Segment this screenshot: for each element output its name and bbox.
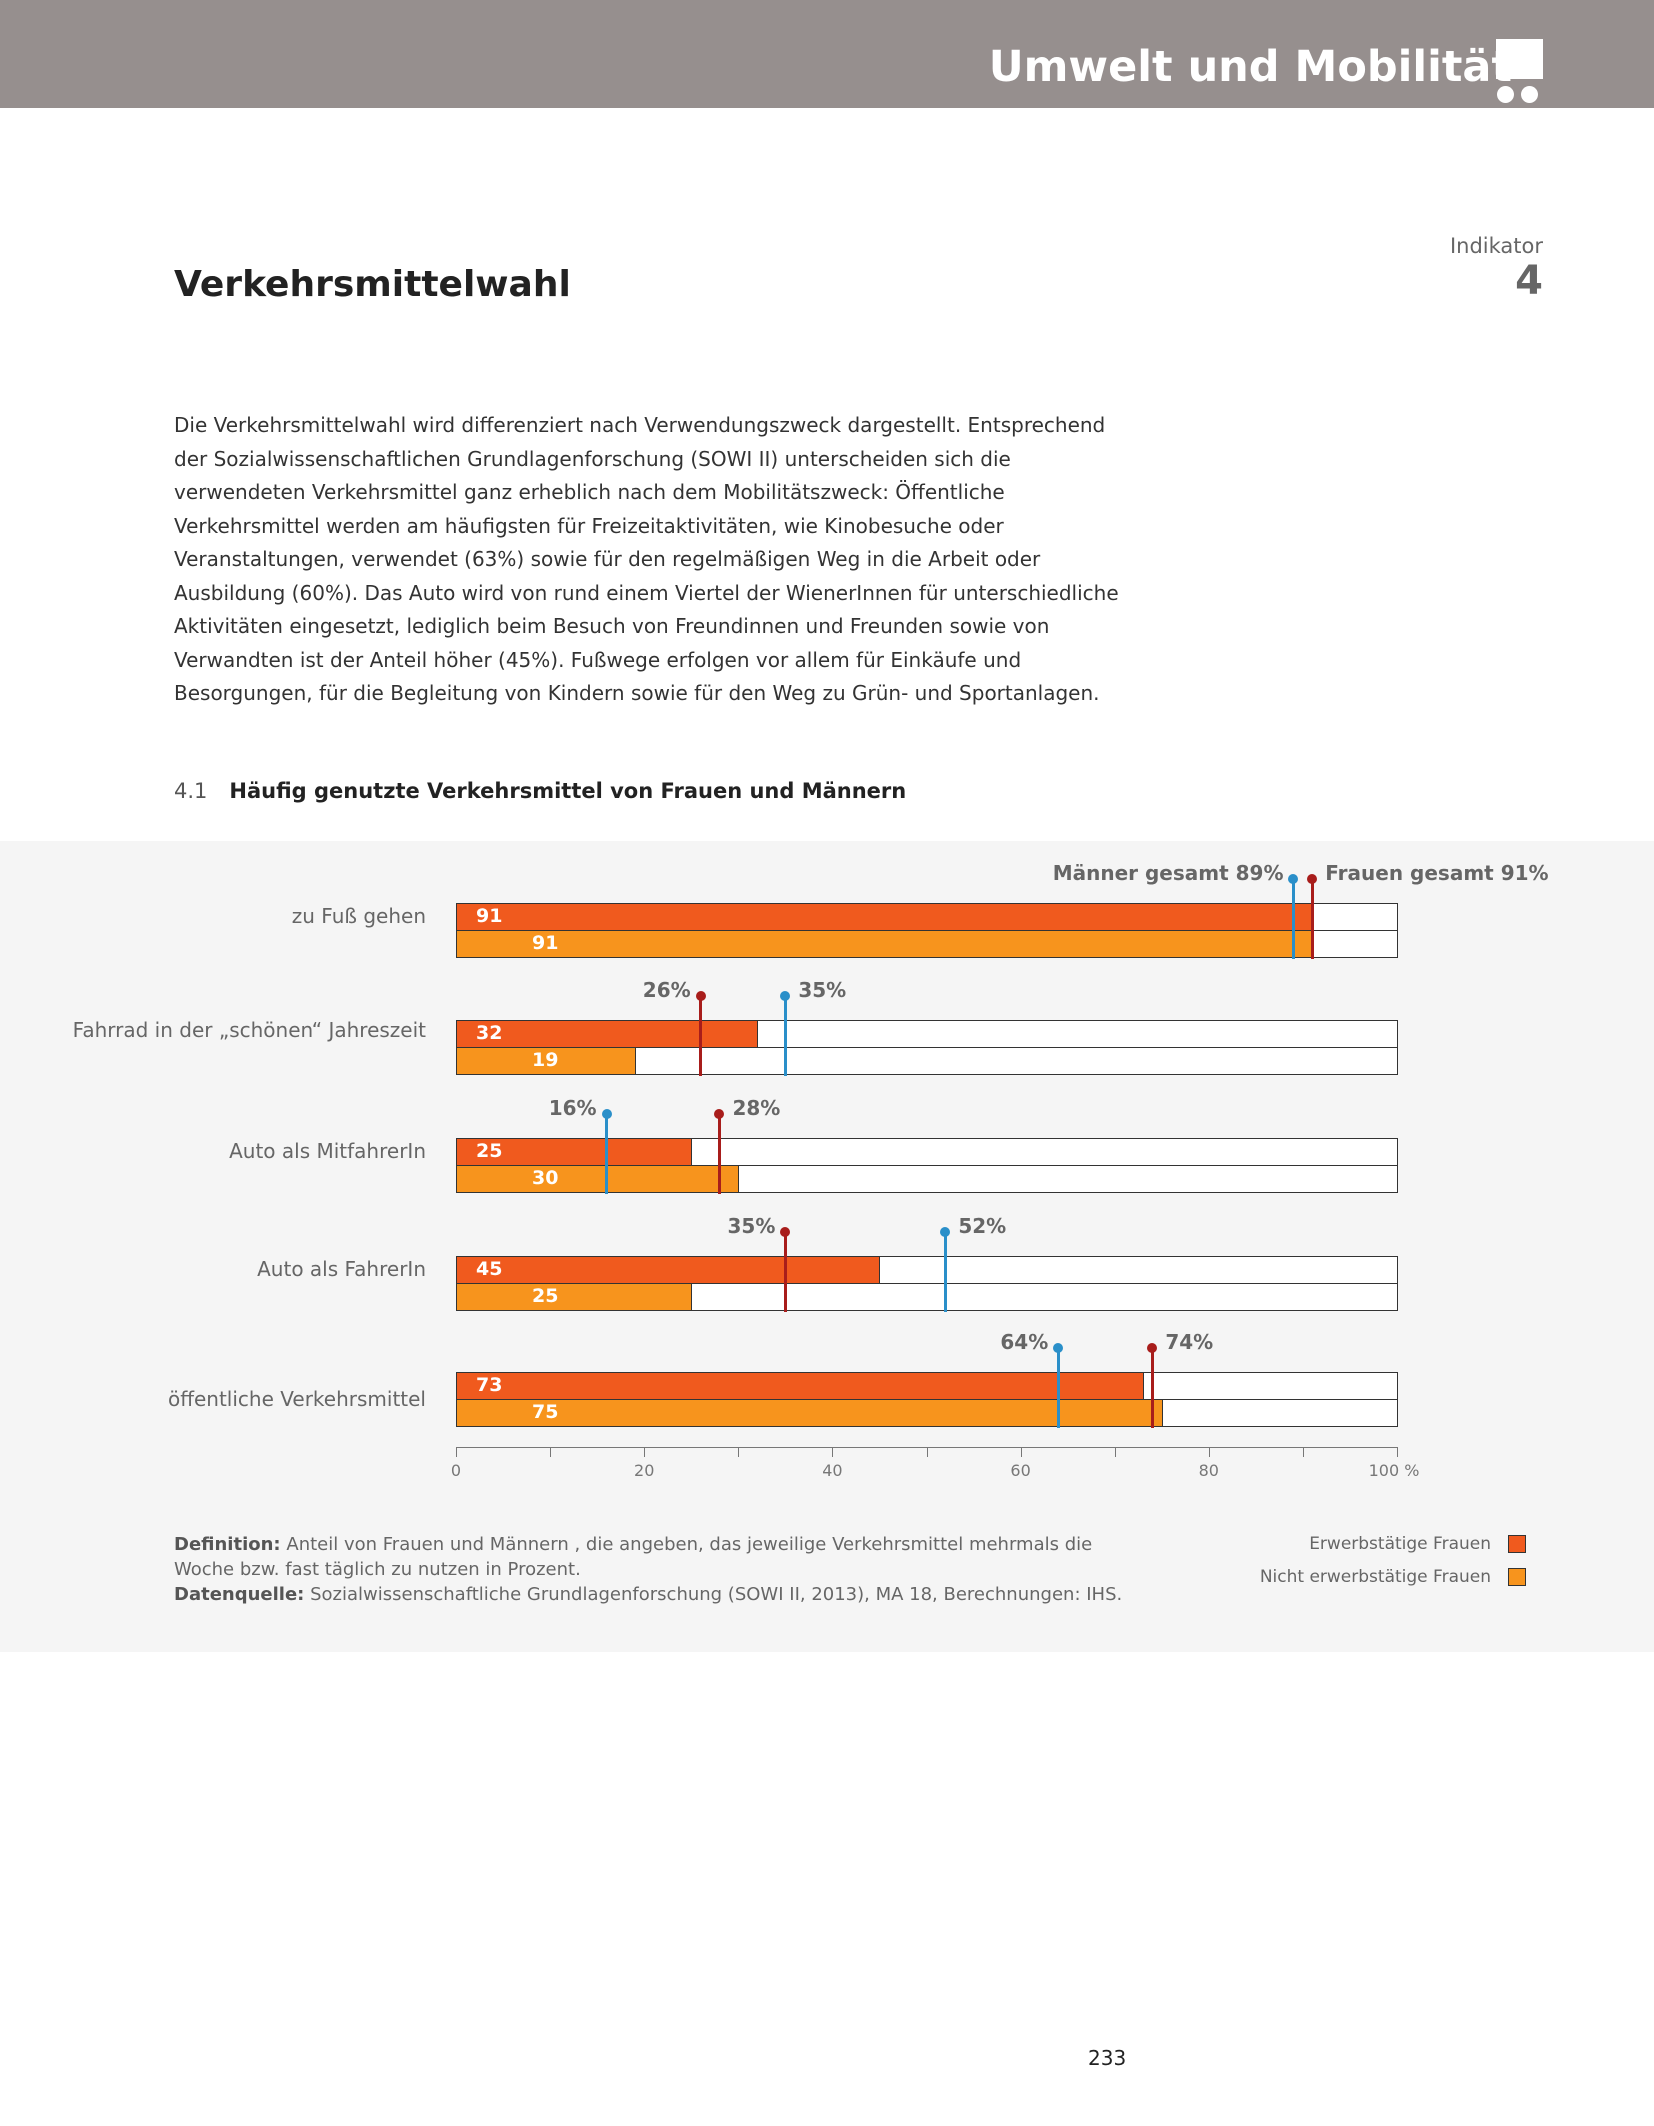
bar-erwerbstaetig	[456, 1138, 693, 1166]
marker-dot-frauen	[780, 1227, 791, 1237]
category-label: Fahrrad in der „schönen“ Jahreszeit	[72, 1018, 426, 1042]
bar-value-label: 91	[532, 932, 559, 954]
marker-label-frauen: 28%	[732, 1096, 781, 1120]
legend-swatch	[1508, 1535, 1526, 1553]
page-title: Verkehrsmittelwahl	[174, 264, 571, 305]
category-label: zu Fuß gehen	[291, 904, 426, 928]
marker-line-maenner	[783, 996, 787, 1076]
marker-dot-maenner	[940, 1227, 951, 1237]
bar-nicht-erwerbstaetig	[456, 1283, 693, 1311]
marker-label-maenner: Männer gesamt 89%	[1052, 861, 1284, 885]
chart-notes: Definition: Anteil von Frauen und Männer…	[174, 1532, 1154, 1607]
figure-title: Häufig genutzte Verkehrsmittel von Fraue…	[229, 779, 907, 803]
source-label: Datenquelle:	[174, 1584, 305, 1605]
marker-label-frauen: 26%	[642, 978, 691, 1002]
marker-dot-maenner	[1288, 874, 1299, 884]
bar-erwerbstaetig	[456, 903, 1314, 931]
legend-swatch	[1508, 1568, 1526, 1586]
chapter-title: Umwelt und Mobilität	[988, 42, 1512, 92]
x-tick-label: 100 %	[1368, 1461, 1420, 1480]
trolley-icon	[1496, 39, 1543, 79]
marker-label-frauen: Frauen gesamt 91%	[1325, 861, 1549, 885]
x-tick	[832, 1447, 834, 1457]
bar-value-label: 25	[476, 1140, 503, 1162]
bar-value-label: 45	[476, 1258, 503, 1280]
bar-value-label: 75	[532, 1401, 559, 1423]
category-label: Auto als MitfahrerIn	[229, 1139, 426, 1163]
wheel-icon	[1521, 86, 1538, 103]
wheel-icon	[1497, 86, 1514, 103]
marker-dot-maenner	[780, 991, 791, 1001]
marker-line-frauen	[699, 996, 703, 1076]
marker-line-maenner	[1291, 879, 1295, 959]
marker-line-frauen	[717, 1114, 721, 1194]
marker-line-maenner	[1056, 1348, 1060, 1428]
x-minor-tick	[926, 1447, 928, 1457]
legend-label: Nicht erwerbstätige Frauen	[1259, 1567, 1491, 1587]
figure-number: 4.1	[174, 779, 208, 803]
marker-dot-frauen	[1307, 874, 1318, 884]
marker-dot-frauen	[714, 1109, 725, 1119]
x-minor-tick	[1114, 1447, 1116, 1457]
x-tick-label: 0	[450, 1461, 462, 1480]
x-tick	[1208, 1447, 1210, 1457]
x-tick-label: 80	[1198, 1461, 1219, 1480]
category-label: öffentliche Verkehrsmittel	[167, 1387, 426, 1411]
bar-nicht-erwerbstaetig	[456, 1047, 636, 1075]
marker-label-maenner: 52%	[958, 1214, 1007, 1238]
x-tick	[644, 1447, 646, 1457]
bar-erwerbstaetig	[456, 1372, 1144, 1400]
indicator-label: Indikator	[1449, 234, 1543, 258]
x-tick-label: 40	[822, 1461, 843, 1480]
marker-label-frauen: 74%	[1165, 1330, 1214, 1354]
marker-line-frauen	[783, 1232, 787, 1312]
marker-line-maenner	[605, 1114, 609, 1194]
bar-value-label: 30	[532, 1167, 559, 1189]
marker-line-maenner	[943, 1232, 947, 1312]
x-tick	[1020, 1447, 1022, 1457]
bar-value-label: 91	[476, 905, 503, 927]
x-minor-tick	[738, 1447, 740, 1457]
bar-nicht-erwerbstaetig	[456, 930, 1314, 958]
x-minor-tick	[550, 1447, 552, 1457]
chapter-header	[0, 0, 1654, 108]
x-tick	[456, 1447, 457, 1457]
x-tick-label: 20	[634, 1461, 655, 1480]
marker-dot-maenner	[601, 1109, 612, 1119]
definition-label: Definition:	[174, 1534, 281, 1555]
marker-label-frauen: 35%	[727, 1214, 776, 1238]
marker-label-maenner: 35%	[798, 978, 847, 1002]
intro-paragraph: Die Verkehrsmittelwahl wird differenzier…	[174, 413, 1119, 705]
bar-nicht-erwerbstaetig	[456, 1399, 1163, 1427]
marker-label-maenner: 64%	[1000, 1330, 1049, 1354]
bar-erwerbstaetig	[456, 1256, 881, 1284]
category-label: Auto als FahrerIn	[257, 1257, 426, 1281]
marker-dot-frauen	[695, 991, 706, 1001]
bar-value-label: 32	[476, 1022, 503, 1044]
page-number: 233	[1088, 2046, 1127, 2070]
legend-label: Erwerbstätige Frauen	[1309, 1534, 1491, 1554]
indicator-number: 4	[1515, 258, 1543, 304]
bar-value-label: 73	[476, 1374, 503, 1396]
x-tick	[1397, 1447, 1398, 1457]
figure-heading: 4.1 Häufig genutzte Verkehrsmittel von Fr…	[174, 779, 906, 803]
marker-dot-frauen	[1147, 1343, 1158, 1353]
chart-panel	[0, 841, 1654, 1652]
bar-value-label: 25	[532, 1285, 559, 1307]
definition-text: Anteil von Frauen und Männern , die ange…	[174, 1534, 1093, 1580]
bar-nicht-erwerbstaetig	[456, 1165, 740, 1193]
marker-dot-maenner	[1053, 1343, 1064, 1353]
source-text: Sozialwissenschaftliche Grundlagenforsch…	[310, 1584, 1123, 1605]
marker-line-frauen	[1150, 1348, 1154, 1428]
bar-value-label: 19	[532, 1049, 559, 1071]
marker-line-frauen	[1310, 879, 1314, 959]
x-minor-tick	[1302, 1447, 1304, 1457]
x-tick-label: 60	[1010, 1461, 1031, 1480]
marker-label-maenner: 16%	[548, 1096, 597, 1120]
